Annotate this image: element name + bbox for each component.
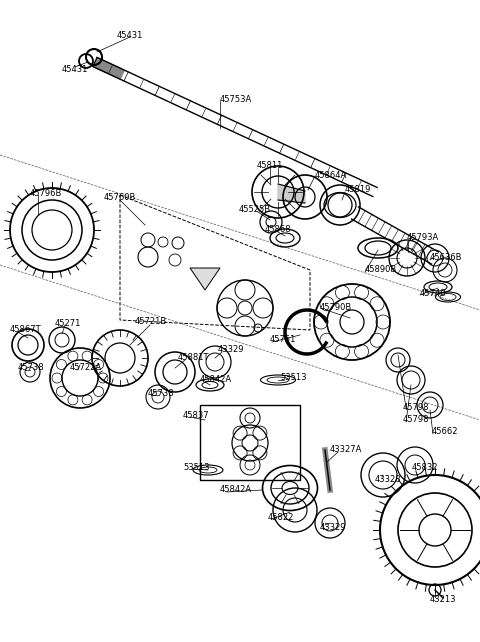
Text: 45890B: 45890B <box>365 266 397 275</box>
Text: 45636B: 45636B <box>430 254 463 263</box>
Text: 45798: 45798 <box>403 415 430 424</box>
Text: 45525B: 45525B <box>239 205 271 214</box>
Text: 45760B: 45760B <box>104 193 136 202</box>
Text: 53513: 53513 <box>280 374 307 383</box>
Polygon shape <box>93 58 124 79</box>
Text: 45751: 45751 <box>270 336 296 345</box>
Text: 45662: 45662 <box>432 428 458 437</box>
Text: 43329: 43329 <box>320 523 347 532</box>
Text: 45819: 45819 <box>345 186 372 195</box>
Text: 45864A: 45864A <box>315 171 347 180</box>
Text: 45867T: 45867T <box>10 325 42 334</box>
Text: 45790B: 45790B <box>320 304 352 313</box>
Text: 45796B: 45796B <box>30 189 62 198</box>
Polygon shape <box>278 184 305 203</box>
Bar <box>200 405 300 480</box>
Text: 53513: 53513 <box>183 462 209 471</box>
Text: 45832: 45832 <box>412 464 439 473</box>
Text: 45753A: 45753A <box>220 96 252 105</box>
Text: 43213: 43213 <box>430 596 456 605</box>
Text: 45431: 45431 <box>62 65 88 74</box>
Text: 43327A: 43327A <box>330 446 362 455</box>
Text: 45881T: 45881T <box>178 354 209 363</box>
Text: 45822: 45822 <box>268 512 294 521</box>
Text: 45738: 45738 <box>148 388 175 397</box>
Text: 43329: 43329 <box>218 345 244 354</box>
Text: 45271: 45271 <box>55 318 82 327</box>
Text: 43328: 43328 <box>375 476 402 485</box>
Text: 45721B: 45721B <box>135 318 167 327</box>
Polygon shape <box>190 268 220 290</box>
Text: 45748: 45748 <box>420 288 446 297</box>
Text: 45842A: 45842A <box>200 376 232 385</box>
Text: 45722A: 45722A <box>70 363 102 372</box>
Text: 45738: 45738 <box>18 363 45 372</box>
Text: 45811: 45811 <box>257 160 283 169</box>
Text: 45868: 45868 <box>264 225 291 234</box>
Text: 45798: 45798 <box>403 403 430 412</box>
Text: 45842A: 45842A <box>220 485 252 494</box>
Text: 45431: 45431 <box>117 31 143 40</box>
Text: 45837: 45837 <box>183 410 210 419</box>
Text: 45793A: 45793A <box>407 234 439 243</box>
